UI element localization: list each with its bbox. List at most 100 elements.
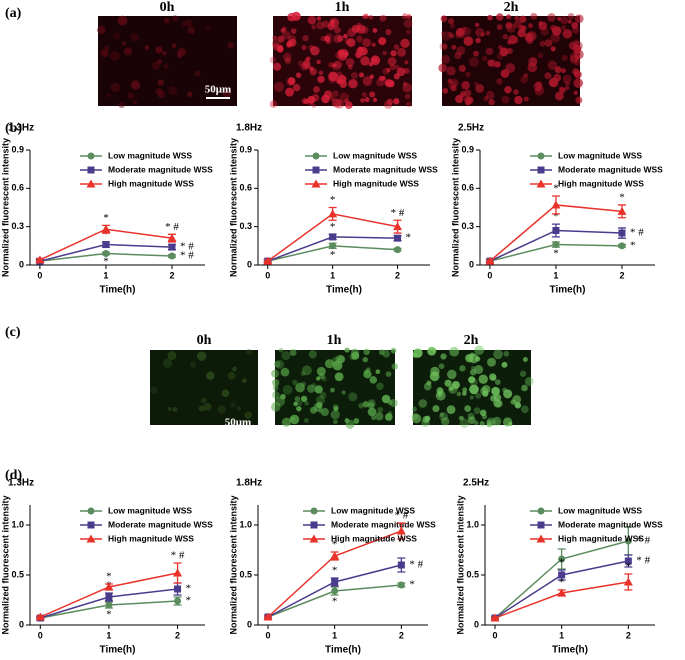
cell xyxy=(503,350,510,357)
marker xyxy=(618,242,626,250)
point-label: * xyxy=(332,596,338,608)
cell xyxy=(316,395,326,405)
marker xyxy=(101,224,111,233)
cell xyxy=(519,15,527,23)
marker xyxy=(104,582,114,591)
x-axis-label: Time(h) xyxy=(100,645,136,656)
cell xyxy=(144,45,150,50)
cell xyxy=(447,78,453,84)
cell xyxy=(461,67,466,73)
y-axis-label: Normalized fluorescent intensity xyxy=(228,138,238,277)
cell xyxy=(494,379,501,385)
cell xyxy=(432,405,440,413)
cell xyxy=(341,390,346,395)
cell xyxy=(391,363,399,370)
cell xyxy=(571,21,579,29)
y-axis-label: Normalized fluorescent intensity xyxy=(450,138,460,277)
cell xyxy=(530,12,538,20)
legend-marker xyxy=(312,152,320,160)
cell xyxy=(379,14,387,22)
cell xyxy=(244,411,252,419)
cell xyxy=(371,415,377,421)
cell xyxy=(356,24,366,34)
point-label: * # xyxy=(165,221,179,233)
cell xyxy=(288,38,297,47)
marker xyxy=(623,577,633,586)
cell xyxy=(571,26,580,34)
cell xyxy=(565,81,570,87)
x-tick-label: 1 xyxy=(332,630,337,640)
cell xyxy=(573,78,584,88)
cell xyxy=(113,32,121,40)
cell xyxy=(324,35,330,42)
y-axis-label: Normalized fluorescent intensity xyxy=(455,495,465,634)
cell xyxy=(479,420,485,427)
marker xyxy=(551,200,561,209)
y-tick-label: 0 xyxy=(474,619,479,629)
cell xyxy=(295,72,302,78)
cell xyxy=(293,401,299,407)
cell xyxy=(121,41,126,46)
cell xyxy=(569,54,579,64)
marker xyxy=(397,561,405,569)
legend-label: High magnitude WSS xyxy=(331,533,417,543)
cell xyxy=(441,31,452,41)
cell xyxy=(371,42,376,47)
cell xyxy=(514,15,520,21)
cell xyxy=(361,92,368,98)
point-label: * xyxy=(553,211,559,223)
y-tick-label: 0 xyxy=(19,619,24,629)
legend-label: Moderate magnitude WSS xyxy=(108,519,213,529)
scale-label: 50μm xyxy=(205,84,231,96)
cell xyxy=(272,43,281,51)
cell xyxy=(119,17,124,22)
cell xyxy=(109,51,120,61)
cell xyxy=(181,20,188,27)
cell xyxy=(287,12,296,22)
cell xyxy=(533,81,543,92)
legend-marker xyxy=(87,166,95,174)
cell xyxy=(521,384,528,392)
marker xyxy=(396,526,406,535)
legend-marker xyxy=(311,179,321,188)
cell xyxy=(157,59,162,64)
cell xyxy=(167,406,172,412)
cell xyxy=(294,396,301,402)
cell xyxy=(162,358,173,368)
cell xyxy=(522,357,528,362)
cell xyxy=(505,21,513,29)
cell xyxy=(194,70,201,77)
cell xyxy=(328,62,334,68)
cell xyxy=(406,14,412,19)
cell xyxy=(157,90,166,99)
cell xyxy=(318,70,324,76)
cell xyxy=(404,93,411,100)
y-tick-label: 1.0 xyxy=(466,519,479,529)
y-tick-label: 0.5 xyxy=(466,569,479,579)
cell xyxy=(469,378,478,387)
cell xyxy=(510,399,516,405)
cell xyxy=(332,360,343,371)
cell xyxy=(440,15,448,22)
cell xyxy=(393,98,400,105)
x-tick-label: 2 xyxy=(175,630,180,640)
cell xyxy=(519,370,527,377)
cell xyxy=(339,92,350,103)
x-tick-label: 1 xyxy=(106,630,111,640)
cell xyxy=(537,52,544,59)
panel-label: (b) xyxy=(5,121,22,136)
cell xyxy=(133,100,138,105)
cell xyxy=(333,26,341,34)
cell xyxy=(517,29,526,38)
cell xyxy=(323,90,333,99)
cell xyxy=(377,406,384,413)
cell xyxy=(396,67,406,77)
cell xyxy=(450,78,459,88)
marker xyxy=(624,557,632,565)
cell xyxy=(332,98,342,108)
cell xyxy=(309,68,317,76)
cell xyxy=(319,391,327,399)
y-tick-label: 1.0 xyxy=(11,519,24,529)
point-label: * xyxy=(186,595,192,607)
marker xyxy=(174,585,182,593)
